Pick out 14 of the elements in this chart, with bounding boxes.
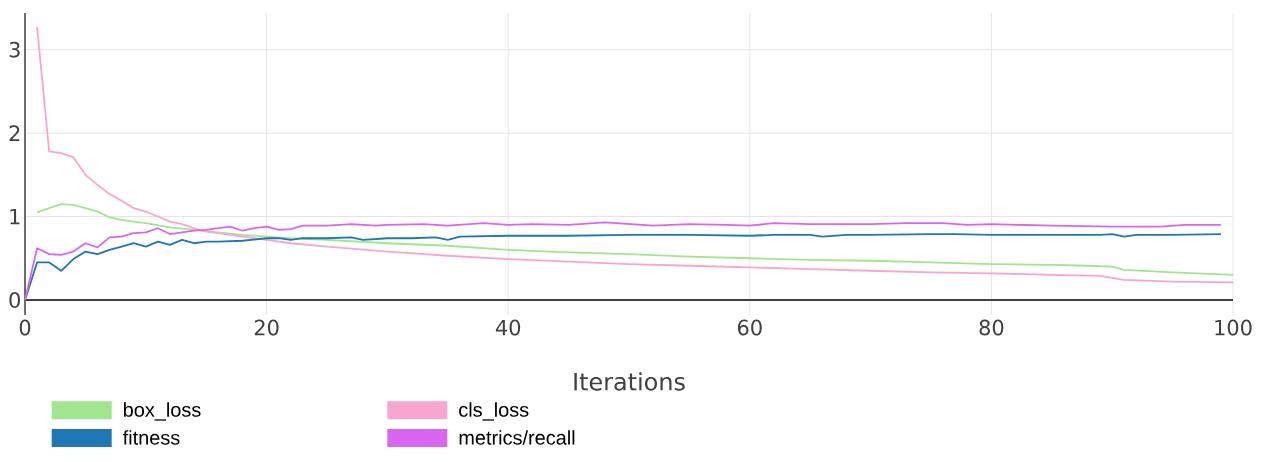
legend-label: cls_loss <box>459 402 529 421</box>
y-tick-label: 2 <box>9 125 20 141</box>
legend-label: fitness <box>122 430 180 445</box>
x-axis-title: Iterations <box>574 372 685 391</box>
x-tick-label: 60 <box>737 319 762 336</box>
x-tick-label: 20 <box>254 319 279 336</box>
x-tick-label: 80 <box>979 319 1004 336</box>
y-tick-label: 1 <box>10 208 20 225</box>
legend-label: metrics/recall <box>459 430 575 445</box>
x-tick-label: 100 <box>1215 319 1252 336</box>
y-tick-label: 3 <box>9 41 20 58</box>
x-tick-label: 40 <box>495 319 521 336</box>
y-tick-label: 0 <box>9 292 20 308</box>
legend-label: box_loss <box>123 402 201 421</box>
